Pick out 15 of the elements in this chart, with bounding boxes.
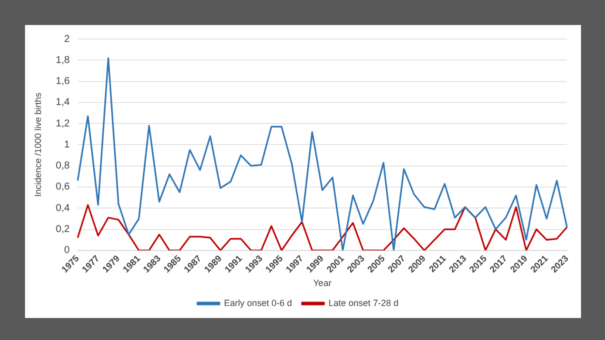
y-tick-label: 0,4 — [56, 202, 70, 214]
y-tick-label: 1,6 — [56, 76, 70, 88]
y-tick-label: 0 — [64, 245, 70, 256]
x-axis-title: Year — [313, 278, 332, 288]
y-tick-label: 1,8 — [56, 54, 70, 66]
legend-label: Late onset 7-28 d — [328, 298, 399, 308]
y-tick-label: 1 — [64, 139, 70, 150]
y-tick-label: 2 — [64, 34, 70, 45]
legend-label: Early onset 0-6 d — [224, 298, 292, 308]
y-tick-label: 0,8 — [56, 160, 70, 172]
y-tick-label: 1,4 — [56, 97, 70, 108]
y-tick-label: 0,6 — [56, 182, 70, 193]
y-axis-title: Incidence /1000 live births — [32, 92, 43, 197]
y-tick-label: 0,2 — [56, 224, 70, 236]
y-tick-label: 1,2 — [56, 118, 70, 130]
